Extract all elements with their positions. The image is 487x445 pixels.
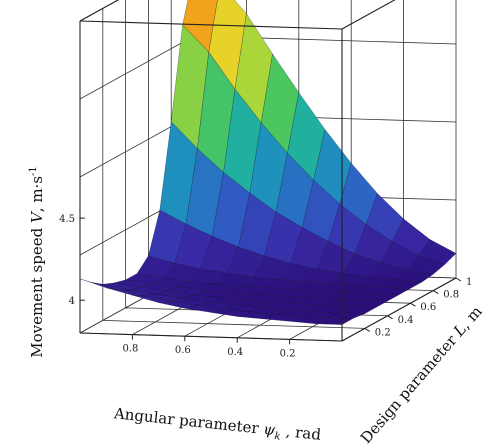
y-tick <box>364 327 371 332</box>
box-edge <box>341 0 396 30</box>
y-tick-label: 0.4 <box>398 315 414 326</box>
y-axis-title: Design parameter L, m <box>357 302 486 445</box>
y-tick-label: 0.2 <box>375 327 391 338</box>
z-tick-label: 4.5 <box>59 214 75 225</box>
z-axis-title: Movement speed V, m·s-1 <box>28 166 46 358</box>
grid-line <box>102 320 365 329</box>
box-edge <box>79 0 120 22</box>
x-axis-title: Angular parameter ψk , rad <box>112 404 322 445</box>
y-tick-label: 0.6 <box>420 302 436 313</box>
box-edge <box>341 277 457 342</box>
axis-ticks: 0.2 0.4 0.6 0.8 0.2 0.4 0.6 0.8 1 4 4.5 <box>59 214 472 359</box>
y-tick <box>410 302 416 307</box>
y-tick <box>387 315 393 320</box>
y-tick-label: 1 <box>466 277 472 288</box>
grid-line <box>79 0 119 22</box>
y-tick <box>455 277 462 282</box>
x-tick-label: 0.8 <box>122 344 138 355</box>
z-tick-label: 4 <box>69 296 75 307</box>
box-edge <box>79 20 343 30</box>
grid-line <box>79 35 195 100</box>
surface-cell <box>314 317 355 325</box>
surface-mesh <box>79 0 457 325</box>
x-tick-label: 0.2 <box>280 348 296 359</box>
y-tick-label: 0.8 <box>443 290 459 301</box>
plot-box-front-edges <box>79 0 457 342</box>
x-tick-label: 0.6 <box>175 345 191 356</box>
x-tick-label: 0.4 <box>227 347 243 358</box>
y-tick <box>432 290 439 295</box>
box-edge <box>79 332 343 342</box>
